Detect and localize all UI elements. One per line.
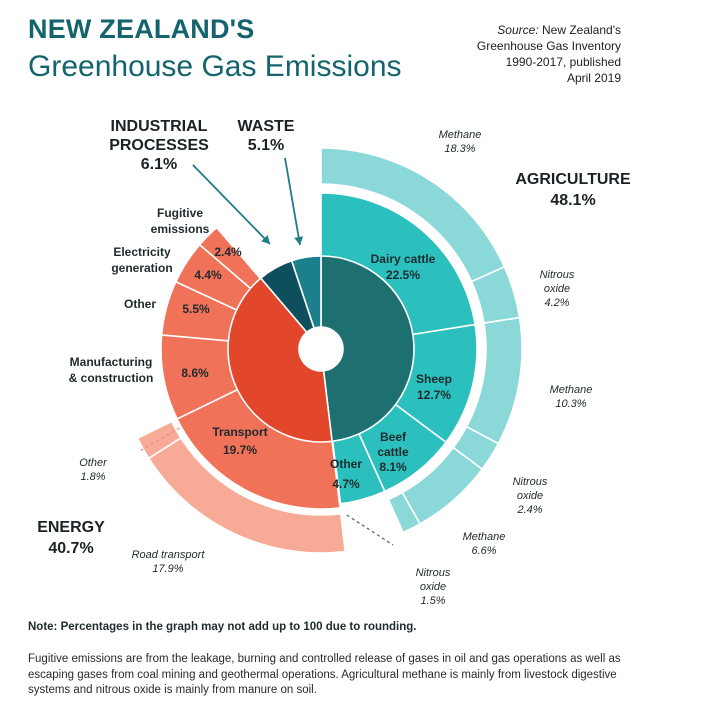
label-energy: ENERGY (37, 519, 105, 536)
label-energy-other-pct: 5.5% (182, 302, 210, 316)
label-manufacturing-line-2: & construction (69, 371, 154, 385)
center-hole (300, 328, 342, 370)
label-energy-pct: 40.7% (48, 540, 93, 557)
label-agriculture: AGRICULTURE (515, 171, 631, 188)
label-transport-road-transport-pct: 17.9% (152, 563, 183, 575)
label-dairy-cattle-nitrous-oxide-line-2: oxide (544, 283, 570, 295)
label-waste-pct: 5.1% (248, 137, 284, 154)
source-line-3: 1990-2017, published (505, 55, 621, 69)
label-beef-cattle-pct: 8.1% (379, 460, 407, 474)
label-manufacturing-line-1: Manufacturing (70, 355, 153, 369)
source-line-2: Greenhouse Gas Inventory (476, 39, 621, 53)
label-dairy-cattle-nitrous-oxide-pct: 4.2% (544, 297, 569, 309)
label-sheep-nitrous-oxide-line-2: oxide (517, 490, 543, 502)
source-credit: Source: New Zealand's Greenhouse Gas Inv… (401, 22, 621, 86)
label-energy-other: Other (124, 297, 156, 311)
source-line-1: New Zealand's (542, 23, 621, 37)
label-electricity-pct: 4.4% (194, 268, 222, 282)
source-label: Source: (497, 23, 539, 37)
label-sheep-nitrous-oxide-pct: 2.4% (516, 504, 542, 516)
rounding-note: Note: Percentages in the graph may not a… (28, 621, 417, 633)
industrial-pointer-arrow (192, 164, 271, 245)
label-fugitive-emissions-line-2: emissions (151, 222, 210, 236)
inner-segment-energy (227, 276, 333, 443)
label-agriculture-other-pct: 4.7% (332, 477, 360, 491)
label-beef-cattle-methane-pct: 6.6% (471, 545, 496, 557)
label-manufacturing-pct: 8.6% (181, 366, 209, 380)
label-sheep-nitrous-oxide-line-1: Nitrous (513, 476, 548, 488)
label-beef-cattle-line-2: cattle (377, 445, 409, 459)
label-industrial-processes-line-2: PROCESSES (109, 137, 209, 154)
leader-line-other-agriculture (346, 514, 394, 546)
title-line-2: Greenhouse Gas Emissions (28, 50, 402, 83)
label-beef-cattle-nitrous-oxide-pct: 1.5% (420, 595, 445, 607)
sunburst-chart: AGRICULTURE 48.1% ENERGY 40.7% INDUSTRIAL PRO… (37, 118, 631, 607)
waste-pointer-arrow (284, 157, 304, 246)
label-transport: Transport (212, 425, 267, 439)
leader-line-other-transport (137, 427, 180, 453)
outer-segment-transport-other (136, 420, 182, 460)
label-waste: WASTE (238, 118, 295, 135)
label-transport-other-line-1: Other (79, 457, 108, 469)
label-dairy-cattle-pct: 22.5% (386, 268, 420, 282)
inner-segment-agriculture (320, 255, 415, 443)
label-sheep-methane-line-1: Methane (550, 384, 593, 396)
label-industrial-processes-pct: 6.1% (141, 156, 177, 173)
label-transport-other-pct: 1.8% (80, 471, 105, 483)
label-electricity-generation-line-2: generation (111, 261, 172, 275)
label-fugitive-pct: 2.4% (214, 245, 242, 259)
label-dairy-cattle-methane-line-1: Methane (439, 129, 482, 141)
outer-segment-beef-cattle-nitrous-oxide (387, 491, 422, 534)
label-sheep-methane-pct: 10.3% (555, 398, 586, 410)
label-dairy-cattle-nitrous-oxide-line-1: Nitrous (540, 269, 575, 281)
label-electricity-generation-line-1: Electricity (113, 245, 171, 259)
label-sheep-pct: 12.7% (417, 388, 451, 402)
label-beef-cattle-nitrous-oxide-line-2: oxide (420, 581, 446, 593)
label-beef-cattle-line-1: Beef (380, 430, 407, 444)
label-agriculture-pct: 48.1% (550, 192, 595, 209)
title-line-1: NEW ZEALAND'S (28, 14, 255, 44)
label-beef-cattle-nitrous-oxide-line-1: Nitrous (416, 567, 451, 579)
footnote-explanation: Fugitive emissions are from the leakage,… (28, 653, 621, 696)
label-dairy-cattle-methane-pct: 18.3% (444, 143, 475, 155)
label-transport-road-transport-line-1: Road transport (132, 549, 206, 561)
inner-segment-waste (290, 255, 322, 330)
label-transport-pct: 19.7% (223, 443, 257, 457)
label-beef-cattle-methane-line-1: Methane (463, 531, 506, 543)
label-industrial-processes-line-1: INDUSTRIAL (111, 118, 208, 135)
source-line-4: April 2019 (566, 71, 621, 85)
label-sheep: Sheep (416, 372, 452, 386)
label-dairy-cattle: Dairy cattle (371, 252, 436, 266)
label-agriculture-other: Other (330, 457, 362, 471)
label-fugitive-emissions-line-1: Fugitive (157, 206, 203, 220)
